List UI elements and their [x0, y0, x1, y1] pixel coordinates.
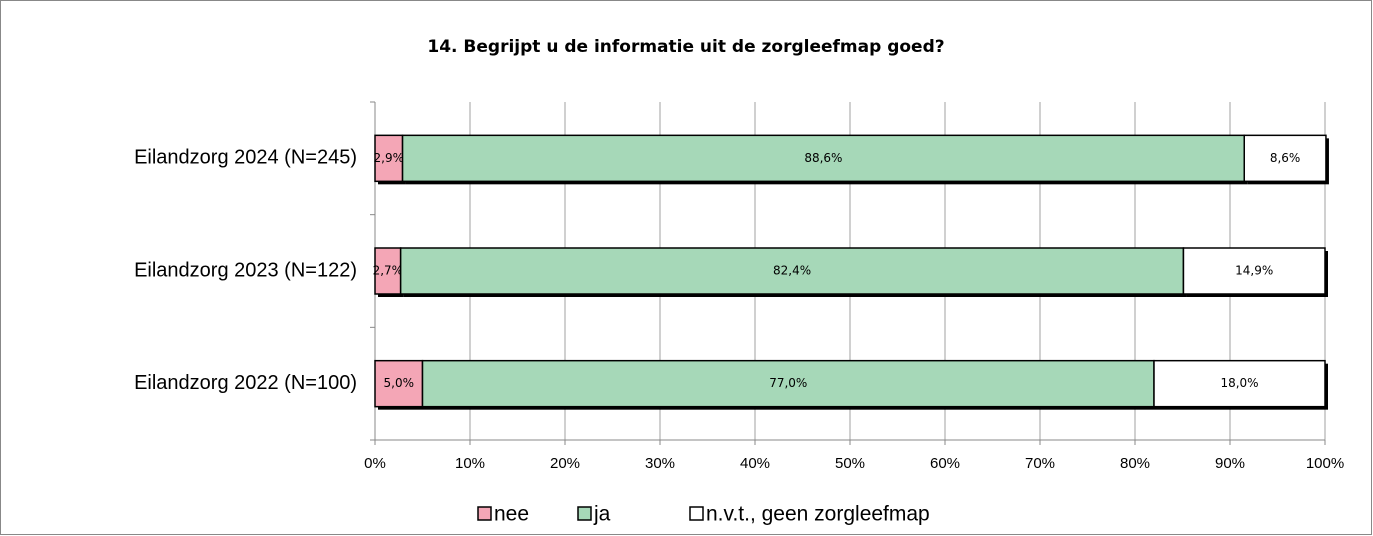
bar-segment [1182, 247, 1326, 295]
chart-title: 14. Begrijpt u de informatie uit de zorg… [427, 37, 944, 57]
legend-label: nee [494, 503, 529, 526]
x-tick-label: 70% [1025, 455, 1055, 472]
legend-swatch [689, 506, 704, 521]
legend-swatch [477, 506, 492, 521]
data-label: 14,9% [1235, 264, 1273, 278]
x-tick-label: 60% [930, 455, 960, 472]
bar-segment [421, 359, 1155, 408]
data-label: 5,0% [384, 376, 415, 390]
data-label: 2,7% [373, 264, 404, 278]
y-tick-label: Eilandzorg 2023 (N=122) [134, 259, 357, 281]
bar-segment [1243, 134, 1327, 183]
x-tick-label: 80% [1120, 455, 1150, 472]
data-label: 88,6% [804, 151, 842, 165]
legend-label: ja [593, 503, 611, 526]
x-tick-label: 20% [550, 455, 580, 472]
legend-label: n.v.t., geen zorgleefmap [706, 503, 930, 526]
bar-segment [374, 247, 402, 295]
y-tick-label: Eilandzorg 2022 (N=100) [134, 372, 357, 394]
y-tick-label: Eilandzorg 2024 (N=245) [134, 147, 357, 169]
x-tick-label: 30% [645, 455, 675, 472]
bar-segment [401, 134, 1245, 183]
data-label: 2,9% [374, 151, 405, 165]
x-tick-label: 50% [835, 455, 865, 472]
data-label: 82,4% [773, 264, 811, 278]
bar-segment [1153, 359, 1326, 408]
x-tick-label: 10% [455, 455, 485, 472]
x-tick-label: 100% [1306, 455, 1344, 472]
x-tick-label: 40% [740, 455, 770, 472]
data-label: 8,6% [1270, 151, 1301, 165]
bar-segment [399, 247, 1185, 295]
x-tick-label: 90% [1215, 455, 1245, 472]
x-tick-label: 0% [364, 455, 386, 472]
data-label: 77,0% [769, 376, 807, 390]
data-label: 18,0% [1220, 376, 1258, 390]
legend-swatch [577, 506, 592, 521]
